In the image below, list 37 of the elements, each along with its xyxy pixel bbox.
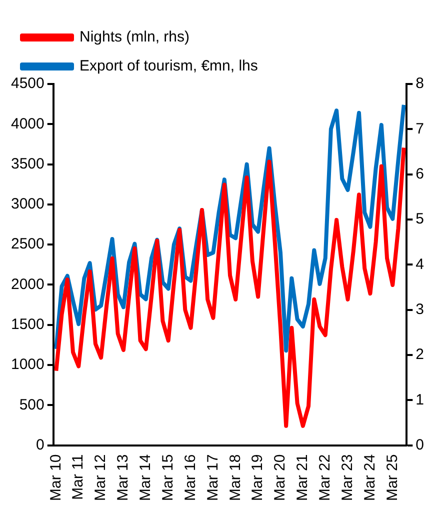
legend-label: Export of tourism, €mn, lhs <box>80 58 258 75</box>
y2-tick-label: 3 <box>416 300 424 318</box>
y2-tick-label: 7 <box>416 120 424 138</box>
y-tick-label: 1500 <box>10 316 44 334</box>
x-tick-label: Mar 13 <box>114 454 132 502</box>
y2-tick-label: 6 <box>416 165 424 182</box>
y-tick-label: 1000 <box>10 356 44 374</box>
y-tick-label: 3000 <box>10 196 44 213</box>
x-tick-label: Mar 18 <box>226 454 244 502</box>
y2-tick-label: 1 <box>416 391 424 408</box>
x-tick-label: Mar 11 <box>70 454 87 500</box>
x-tick-label: Mar 25 <box>384 454 401 502</box>
x-tick-label: Mar 12 <box>92 454 110 502</box>
x-tick-label: Mar 23 <box>338 454 356 502</box>
y-tick-label: 3500 <box>10 155 44 172</box>
y2-tick-label: 8 <box>416 75 424 92</box>
x-tick-label: Mar 15 <box>159 454 176 502</box>
y2-tick-label: 2 <box>416 346 424 364</box>
x-tick-label: Mar 19 <box>249 454 266 502</box>
y-tick-label: 4000 <box>10 115 44 132</box>
x-tick-label: Mar 20 <box>272 454 289 502</box>
y2-tick-label: 0 <box>416 436 424 454</box>
x-tick-label: Mar 24 <box>361 454 378 502</box>
x-tick-label: Mar 17 <box>204 454 222 502</box>
y2-tick-label: 5 <box>416 210 424 228</box>
y-tick-label: 2500 <box>10 236 44 253</box>
x-tick-label: Mar 10 <box>47 454 64 502</box>
y-tick-label: 0 <box>36 436 44 454</box>
x-tick-label: Mar 21 <box>294 454 312 502</box>
x-tick-label: Mar 22 <box>316 454 334 502</box>
legend-label: Nights (mln, rhs) <box>80 28 190 46</box>
y-tick-label: 2000 <box>10 276 44 293</box>
y-tick-label: 500 <box>19 396 44 414</box>
x-tick-label: Mar 16 <box>182 454 199 502</box>
x-tick-label: Mar 14 <box>137 454 154 502</box>
y-tick-label: 4500 <box>10 75 44 92</box>
y2-tick-label: 4 <box>416 256 424 273</box>
